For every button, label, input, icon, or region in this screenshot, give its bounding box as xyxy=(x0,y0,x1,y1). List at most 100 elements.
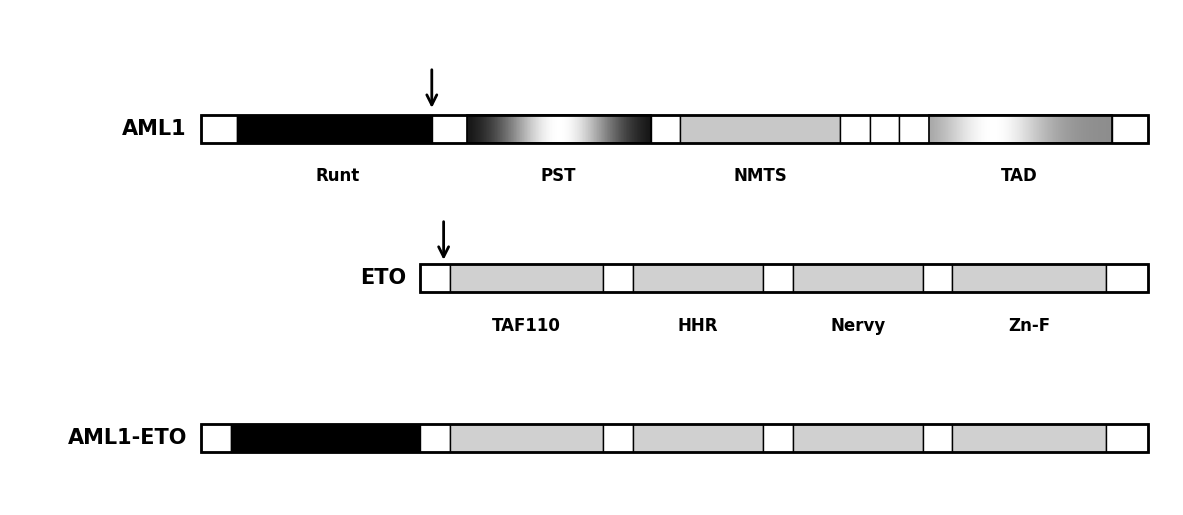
Bar xyxy=(511,114,512,143)
Bar xyxy=(562,114,563,143)
Bar xyxy=(945,114,946,143)
Bar xyxy=(680,114,840,143)
Bar xyxy=(946,114,948,143)
Bar xyxy=(1043,114,1045,143)
Bar xyxy=(975,114,976,143)
Bar xyxy=(958,114,959,143)
Bar xyxy=(491,114,492,143)
Bar xyxy=(600,114,601,143)
Bar xyxy=(493,114,494,143)
Bar xyxy=(420,264,450,293)
Bar xyxy=(967,114,968,143)
Bar xyxy=(942,114,943,143)
Bar xyxy=(481,114,483,143)
Bar xyxy=(1026,114,1027,143)
Bar xyxy=(605,114,606,143)
Bar xyxy=(1090,114,1091,143)
Bar xyxy=(583,114,584,143)
Bar xyxy=(1097,114,1098,143)
Bar xyxy=(964,114,965,143)
Bar xyxy=(472,114,473,143)
Bar xyxy=(487,114,489,143)
Bar xyxy=(1037,114,1039,143)
Bar xyxy=(763,264,793,293)
Bar xyxy=(594,114,595,143)
Bar xyxy=(529,114,530,143)
Bar xyxy=(1017,114,1019,143)
Bar xyxy=(1069,114,1071,143)
Bar xyxy=(993,114,994,143)
Bar xyxy=(575,114,576,143)
Bar xyxy=(513,114,515,143)
Bar xyxy=(639,114,640,143)
Bar xyxy=(492,114,493,143)
Bar xyxy=(651,114,680,143)
Bar xyxy=(562,114,563,143)
Bar xyxy=(1028,114,1029,143)
Bar xyxy=(1079,114,1080,143)
Bar xyxy=(944,114,945,143)
Bar xyxy=(510,114,511,143)
Bar xyxy=(620,114,621,143)
Bar xyxy=(995,114,996,143)
Bar xyxy=(1100,114,1101,143)
Bar xyxy=(1106,264,1148,293)
Bar xyxy=(1007,114,1008,143)
Bar xyxy=(570,114,571,143)
Bar xyxy=(621,114,622,143)
Bar xyxy=(641,114,642,143)
Bar xyxy=(935,114,936,143)
Bar xyxy=(998,114,1000,143)
Bar xyxy=(623,114,625,143)
Bar xyxy=(432,114,467,143)
Bar xyxy=(489,114,490,143)
Bar xyxy=(608,114,609,143)
Bar xyxy=(955,114,956,143)
Bar xyxy=(1032,114,1033,143)
Bar xyxy=(950,114,951,143)
Bar xyxy=(601,114,602,143)
Bar xyxy=(1039,114,1040,143)
Bar xyxy=(1027,114,1028,143)
Bar xyxy=(518,114,519,143)
Bar xyxy=(962,114,963,143)
Bar xyxy=(951,114,952,143)
Bar xyxy=(963,114,964,143)
Bar xyxy=(603,423,633,452)
Bar xyxy=(476,114,477,143)
Bar xyxy=(625,114,626,143)
Bar xyxy=(521,114,522,143)
Bar xyxy=(1093,114,1095,143)
Bar xyxy=(609,114,610,143)
Bar xyxy=(647,114,648,143)
Bar xyxy=(506,114,508,143)
Bar xyxy=(1049,114,1051,143)
Bar xyxy=(1051,114,1052,143)
Bar xyxy=(544,114,545,143)
Bar xyxy=(615,114,616,143)
Bar xyxy=(530,114,531,143)
Bar xyxy=(512,114,513,143)
Bar xyxy=(1106,423,1148,452)
Bar xyxy=(538,114,539,143)
Bar xyxy=(571,114,573,143)
Bar xyxy=(531,114,532,143)
Bar xyxy=(1033,114,1034,143)
Bar xyxy=(1053,114,1054,143)
Bar xyxy=(497,114,498,143)
Bar xyxy=(618,114,619,143)
Bar xyxy=(478,114,479,143)
Bar xyxy=(642,114,644,143)
Bar xyxy=(961,114,962,143)
Bar xyxy=(1029,114,1030,143)
Bar xyxy=(470,114,471,143)
Bar xyxy=(528,114,529,143)
Bar xyxy=(1067,114,1068,143)
Bar xyxy=(1022,114,1023,143)
Bar xyxy=(1065,114,1066,143)
Bar xyxy=(1010,114,1011,143)
Bar xyxy=(1027,114,1028,143)
Bar xyxy=(477,114,478,143)
Bar xyxy=(972,114,974,143)
Bar xyxy=(551,114,552,143)
